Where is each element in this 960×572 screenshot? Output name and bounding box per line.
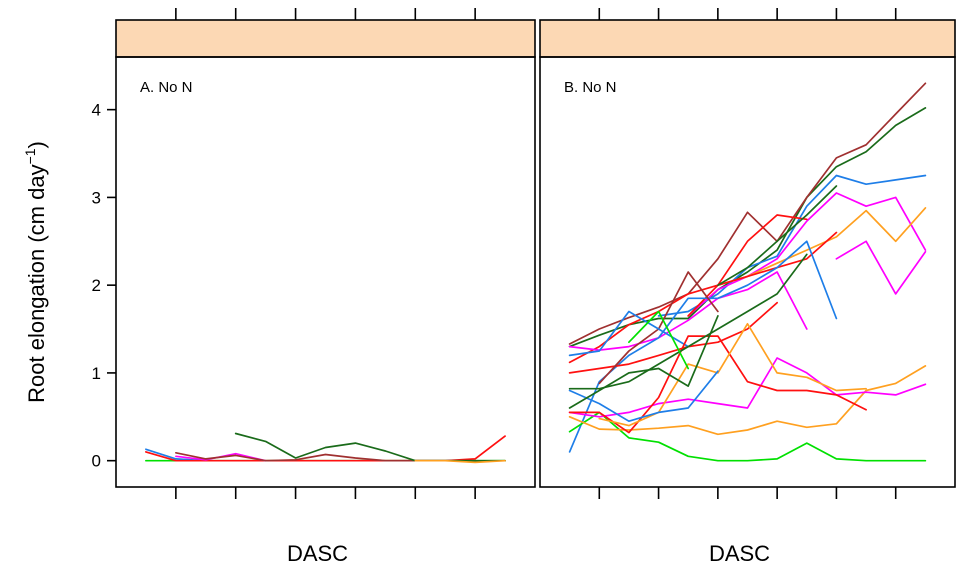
- series-line: [835, 240, 927, 295]
- series-line: [657, 174, 927, 317]
- y-tick-label: 1: [92, 364, 101, 383]
- series-line: [717, 185, 838, 287]
- y-tick-label: 4: [92, 101, 101, 120]
- panel-2: B. No N DASC: [539, 8, 956, 566]
- x-axis-title: DASC: [709, 541, 770, 566]
- x-axis-title: DASC: [287, 541, 348, 566]
- panels-layer: 0 1 2 3 4 A. No N DASC B. No N DASC: [92, 8, 956, 566]
- panel-frame: [115, 56, 536, 488]
- series-line: [598, 322, 867, 427]
- series-group: [568, 82, 927, 462]
- y-tick-label: 2: [92, 276, 101, 295]
- panel-strip: [115, 19, 536, 58]
- series-line: [414, 459, 506, 464]
- series-line: [568, 365, 927, 436]
- y-axis-title-close: ): [24, 141, 49, 148]
- series-line: [175, 451, 476, 462]
- series-line: [628, 310, 690, 370]
- series-line: [568, 271, 808, 351]
- series-line: [568, 335, 867, 434]
- series-line: [568, 370, 719, 423]
- panel-strip: [539, 19, 956, 58]
- series-line: [568, 253, 808, 390]
- series-line: [568, 231, 838, 364]
- series-group: [145, 432, 506, 464]
- y-tick-label: 0: [92, 452, 101, 471]
- series-line: [568, 411, 927, 462]
- series-line: [568, 357, 927, 418]
- panel-frame: [539, 56, 956, 488]
- series-line: [568, 240, 838, 453]
- y-tick-label: 3: [92, 188, 101, 207]
- panel-label: A. No N: [140, 79, 193, 96]
- series-line: [568, 82, 927, 345]
- series-line: [687, 214, 808, 317]
- y-axis-title-superscript: −1: [22, 148, 38, 164]
- series-line: [687, 192, 927, 317]
- series-line: [234, 432, 506, 462]
- y-axis-title-main: Root elongation (cm day: [24, 164, 49, 402]
- panel-label: B. No N: [564, 79, 617, 96]
- series-line: [568, 315, 719, 409]
- y-axis-title: Root elongation (cm day−1): [22, 141, 49, 403]
- panel-1: 0 1 2 3 4 A. No N DASC: [92, 8, 536, 566]
- series-line: [568, 310, 690, 357]
